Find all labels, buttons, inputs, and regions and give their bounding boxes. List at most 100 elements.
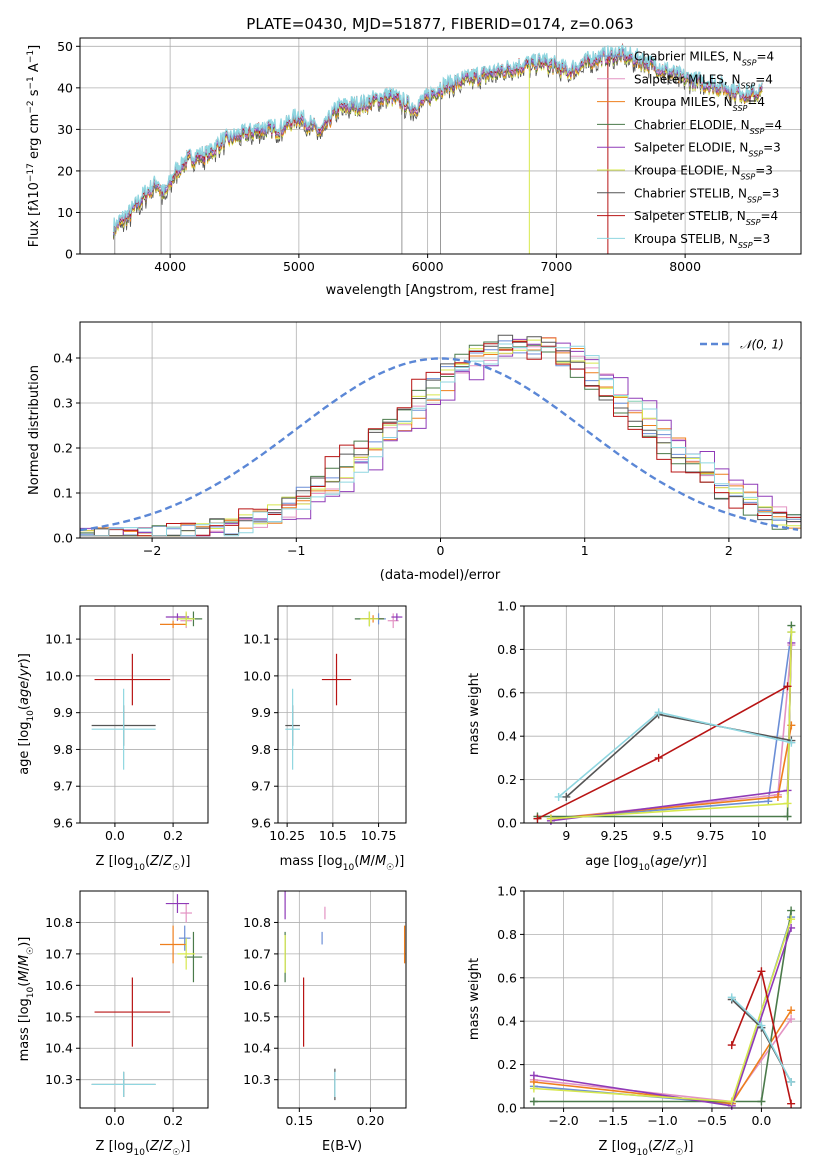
x-tick-label: −1 <box>287 543 305 558</box>
x-tick-label: 5000 <box>283 259 315 274</box>
weight-marker-kroupa_stelib <box>554 792 563 801</box>
y-tick-label: 10.5 <box>243 1009 271 1024</box>
y-tick-label: 10.1 <box>45 632 73 647</box>
y-tick-label: 10.8 <box>45 915 73 930</box>
y-tick-label: 10.6 <box>243 978 271 993</box>
axes-frame-spectrum <box>79 37 802 255</box>
y-tick-label: 0.0 <box>497 816 517 831</box>
age_vs_Z-points <box>91 611 203 770</box>
x-tick-label: 0.20 <box>357 1113 385 1128</box>
x-tick-label: 0.15 <box>285 1113 313 1128</box>
y-tick-label: 10.4 <box>243 1041 271 1056</box>
y-tick-label: 0.6 <box>497 685 517 700</box>
weight-marker-kroupa_stelib <box>787 738 796 747</box>
age-vs-z-xlabel: Z [log10(Z/Z☉)] <box>96 854 191 873</box>
y-tick-label: 9.8 <box>251 742 271 757</box>
normal-curve <box>80 357 799 532</box>
y-tick-label: 0 <box>65 247 73 262</box>
y-tick-label: 0.0 <box>53 531 73 546</box>
y-tick-label: 10.0 <box>45 668 73 683</box>
axes-age_vs_Z: 0.0 0.2 9.6 9.7 9.8 9.9 10.0 10.1 <box>45 606 208 843</box>
axes-frame-age_vs_mass <box>277 605 407 824</box>
weight-marker-salpeter_stelib <box>783 682 792 691</box>
weight-marker-salpeter_stelib <box>787 1099 796 1108</box>
x-tick-label: 10.5 <box>319 828 347 843</box>
weight-vs-age-xlabel: age [log10(age/yr)] <box>585 854 707 873</box>
legend-label-kroupa_stelib: Kroupa STELIB, NSSP=3 <box>634 232 770 250</box>
y-tick-label: 0.4 <box>497 729 517 744</box>
legend-label-salpeter_miles: Salpeter MILES, NSSP=4 <box>634 72 773 90</box>
weight_vs_age-lines <box>533 621 796 825</box>
x-tick-label: 6000 <box>412 259 444 274</box>
spectrum-lines <box>112 42 763 254</box>
y-tick-label: 1.0 <box>497 599 517 614</box>
axes-residuals: −2 −1 0 1 2 0.0 0.1 0.2 0.3 0.4 <box>53 322 801 558</box>
spectrum-line-kroupa_stelib <box>112 44 763 233</box>
axes-background-age_vs_mass <box>278 606 406 823</box>
legend-label-kroupa_miles: Kroupa MILES, NSSP=4 <box>634 95 765 113</box>
y-tick-label: 10 <box>57 205 73 220</box>
axes-frame-age_vs_Z <box>79 605 209 824</box>
x-tick-label: 8000 <box>669 259 701 274</box>
y-tick-label: 40 <box>57 80 73 95</box>
y-tick-label: 10.7 <box>45 946 73 961</box>
x-tick-label: −2.0 <box>548 1113 578 1128</box>
y-tick-label: 1.0 <box>497 884 517 899</box>
weight_vs_Z-lines <box>529 906 796 1110</box>
y-tick-label: 0.1 <box>53 486 73 501</box>
legend-label-chabrier_stelib: Chabrier STELIB, NSSP=3 <box>634 186 779 204</box>
y-tick-label: 10.8 <box>243 915 271 930</box>
y-tick-label: 0.3 <box>53 396 73 411</box>
y-tick-label: 0.4 <box>53 351 73 366</box>
x-tick-label: 0.0 <box>751 1113 771 1128</box>
axes-frame-weight_vs_Z <box>523 890 802 1109</box>
weight-marker-kroupa_elodie <box>546 814 555 823</box>
mass_vs_Z-points <box>91 894 203 1097</box>
x-tick-label: 7000 <box>540 259 572 274</box>
x-tick-label: 1 <box>581 543 589 558</box>
histogram-kroupa_stelib <box>80 343 801 537</box>
x-tick-label: 9 <box>562 828 570 843</box>
legend-label-chabrier_miles: Chabrier MILES, NSSP=4 <box>634 50 774 68</box>
histogram-salpeter_stelib <box>80 341 801 537</box>
y-tick-label: 9.9 <box>53 705 73 720</box>
y-tick-label: 0.2 <box>497 772 517 787</box>
x-tick-label: 0.0 <box>105 1113 125 1128</box>
y-tick-label: 0.2 <box>497 1057 517 1072</box>
axes-frame-residuals <box>79 321 802 539</box>
x-tick-label: −0.5 <box>697 1113 727 1128</box>
weight-vs-z-xlabel: Z [log10(Z/Z☉)] <box>599 1139 694 1158</box>
axes-mass_vs_Z: 0.0 0.2 10.3 10.4 10.5 10.6 10.7 10.8 <box>45 891 208 1128</box>
weight-marker-chabrier_elodie <box>783 812 792 821</box>
residuals-ylabel: Normed distribution <box>27 365 42 495</box>
weight-marker-kroupa_elodie <box>787 628 796 637</box>
legend-label-chabrier_elodie: Chabrier ELODIE, NSSP=4 <box>634 118 782 136</box>
y-tick-label: 0.6 <box>497 970 517 985</box>
legend-label-salpeter_stelib: Salpeter STELIB, NSSP=4 <box>634 209 778 227</box>
weight-marker-salpeter_stelib <box>727 1041 736 1050</box>
legend-label-salpeter_elodie: Salpeter ELODIE, NSSP=3 <box>634 141 781 159</box>
mass-vs-z-ylabel: mass [log10(M/M☉)] <box>17 937 36 1062</box>
weight-marker-salpeter_stelib <box>757 967 766 976</box>
x-tick-label: 10.25 <box>269 828 305 843</box>
weight-vs-age-ylabel: mass weight <box>467 673 482 755</box>
y-tick-label: 20 <box>57 163 73 178</box>
x-tick-label: 9.75 <box>697 828 725 843</box>
axes-background-mass_vs_Z <box>80 891 208 1108</box>
y-tick-label: 0.8 <box>497 642 517 657</box>
y-tick-label: 0.4 <box>497 1014 517 1029</box>
y-tick-label: 0.8 <box>497 927 517 942</box>
x-tick-label: 10.75 <box>361 828 397 843</box>
y-tick-label: 9.7 <box>53 779 73 794</box>
weight-marker-kroupa_miles <box>773 792 782 801</box>
x-tick-label: 4000 <box>154 259 186 274</box>
x-tick-label: 0.2 <box>163 828 183 843</box>
residuals-legend: 𝒩(0, 1) <box>700 338 784 352</box>
axes-frame-mass_vs_ebv <box>277 890 407 1109</box>
axes-background-age_vs_Z <box>80 606 208 823</box>
y-tick-label: 10.1 <box>243 632 271 647</box>
y-tick-label: 50 <box>57 39 73 54</box>
weight-marker-kroupa_stelib <box>757 1021 766 1030</box>
weight-marker-kroupa_elodie <box>783 799 792 808</box>
